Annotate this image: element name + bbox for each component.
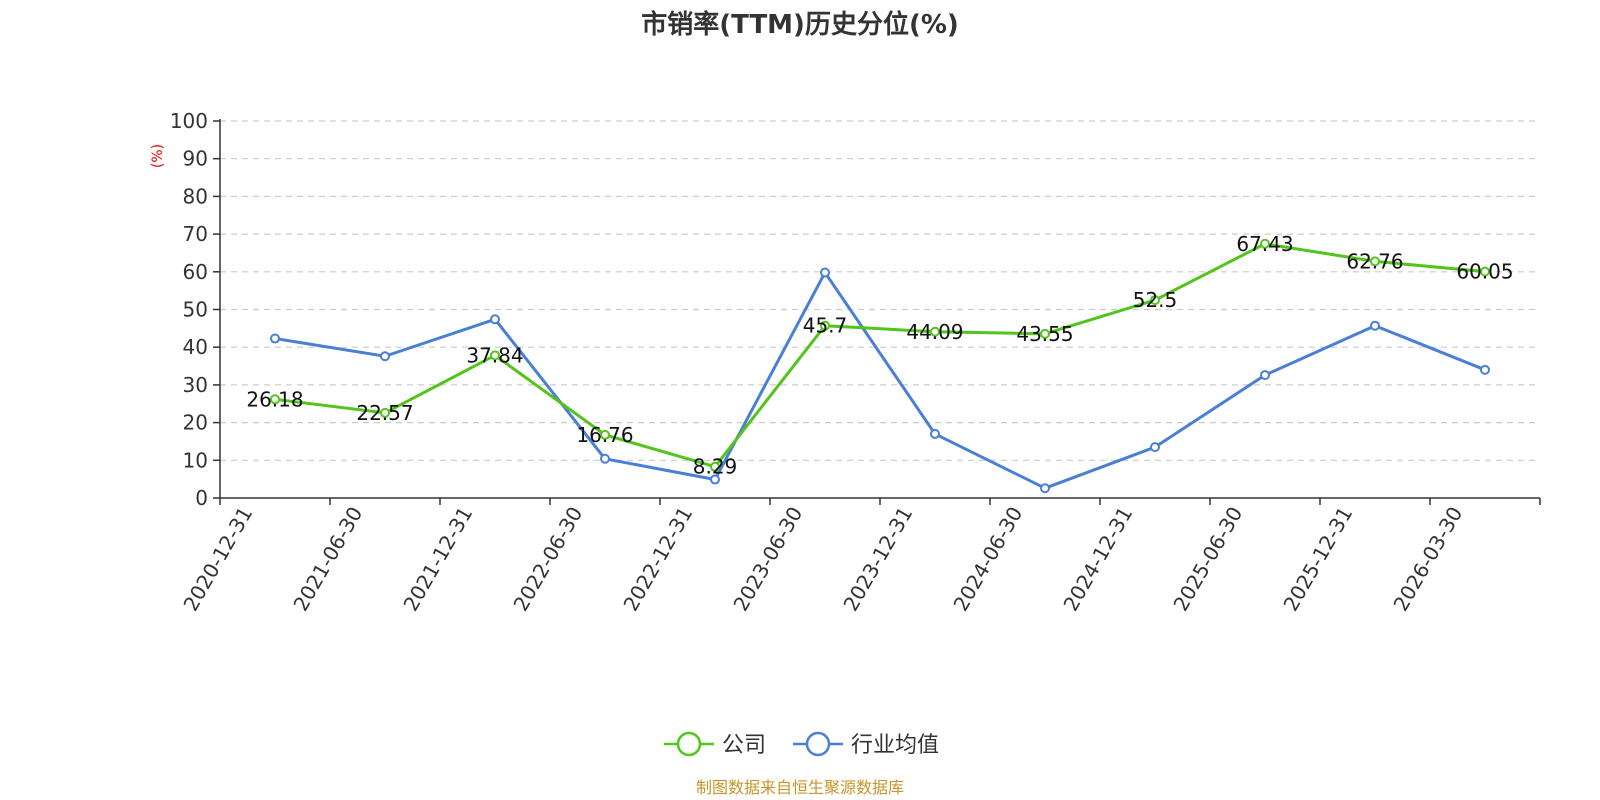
data-point[interactable] bbox=[1040, 328, 1050, 339]
series-line-1 bbox=[274, 271, 1486, 490]
data-point[interactable] bbox=[490, 350, 500, 361]
y-tick-label: 90 bbox=[183, 147, 208, 171]
data-point[interactable] bbox=[1260, 370, 1270, 381]
data-point[interactable] bbox=[1260, 238, 1270, 249]
data-point[interactable] bbox=[1040, 483, 1050, 494]
data-point[interactable] bbox=[600, 453, 610, 464]
x-tick-label: 2023-06-30 bbox=[728, 503, 807, 616]
data-label: 37.84 bbox=[466, 343, 523, 367]
grid-lines bbox=[220, 120, 1540, 461]
x-tick-label: 2022-12-31 bbox=[618, 503, 697, 616]
data-label: 22.57 bbox=[356, 401, 413, 425]
data-point[interactable] bbox=[270, 333, 280, 344]
data-labels: 26.18 22.57 37.84 16.76 8.29 45.7 44.09 43.55 52… bbox=[246, 232, 1513, 479]
y-axis-label: (%) bbox=[150, 144, 166, 168]
y-tick-label: 60 bbox=[183, 260, 208, 284]
y-tick-label: 80 bbox=[183, 184, 208, 208]
data-point[interactable] bbox=[710, 474, 720, 485]
data-point[interactable] bbox=[1480, 364, 1490, 375]
x-tick-label: 2024-12-31 bbox=[1058, 503, 1137, 616]
y-tick-label: 40 bbox=[183, 335, 208, 359]
data-point[interactable] bbox=[820, 267, 830, 278]
x-tick-label: 2023-12-31 bbox=[838, 503, 917, 616]
y-tick-label: 100 bbox=[170, 109, 208, 133]
x-tick-label: 2025-12-31 bbox=[1278, 503, 1357, 616]
legend-marker bbox=[676, 731, 702, 757]
legend[interactable]: 公司 行业均值 bbox=[664, 731, 939, 758]
data-point[interactable] bbox=[1480, 266, 1490, 277]
x-tick-label: 2020-12-31 bbox=[178, 503, 257, 616]
chart-title: 市销率(TTM)历史分位(%) bbox=[641, 9, 959, 40]
x-tick-label: 2022-06-30 bbox=[508, 503, 587, 616]
x-tick-label: 2024-06-30 bbox=[948, 503, 1027, 616]
legend-item-1[interactable]: 行业均值 bbox=[793, 731, 939, 758]
series-lines bbox=[270, 238, 1490, 494]
x-tick-label: 2021-12-31 bbox=[398, 503, 477, 616]
legend-marker bbox=[805, 731, 831, 757]
data-point[interactable] bbox=[820, 320, 830, 331]
data-label: 26.18 bbox=[246, 387, 303, 411]
data-point[interactable] bbox=[490, 314, 500, 325]
axes: 0 10 20 30 40 50 60 70 80 90 100 2020-12-31 2021-06-… bbox=[170, 109, 1541, 616]
y-tick-label: 20 bbox=[183, 411, 208, 435]
series-line-0 bbox=[274, 242, 1486, 469]
data-point[interactable] bbox=[380, 407, 390, 418]
data-label: 44.09 bbox=[906, 320, 963, 344]
x-tick-label: 2025-06-30 bbox=[1168, 503, 1247, 616]
data-point[interactable] bbox=[1150, 442, 1160, 453]
data-label: 60.05 bbox=[1456, 260, 1513, 284]
x-tick-label: 2026-03-30 bbox=[1388, 503, 1467, 616]
data-point[interactable] bbox=[1370, 320, 1380, 331]
data-point[interactable] bbox=[930, 428, 940, 439]
x-tick-label: 2021-06-30 bbox=[288, 503, 367, 616]
data-label: 67.43 bbox=[1236, 232, 1293, 256]
y-tick-label: 70 bbox=[183, 222, 208, 246]
y-tick-label: 50 bbox=[183, 298, 208, 322]
data-point[interactable] bbox=[1150, 295, 1160, 306]
data-point[interactable] bbox=[380, 351, 390, 362]
data-point[interactable] bbox=[600, 429, 610, 440]
legend-label: 公司 bbox=[722, 733, 766, 758]
data-label: 16.76 bbox=[576, 423, 633, 447]
legend-item-0[interactable]: 公司 bbox=[664, 731, 766, 758]
y-tick-label: 30 bbox=[183, 373, 208, 397]
legend-label: 行业均值 bbox=[851, 733, 939, 758]
data-label: 45.7 bbox=[803, 314, 848, 338]
data-source-note: 制图数据来自恒生聚源数据库 bbox=[696, 778, 904, 797]
data-point[interactable] bbox=[710, 461, 720, 472]
y-tick-label: 0 bbox=[195, 486, 208, 510]
data-label: 52.5 bbox=[1133, 288, 1178, 312]
y-tick-label: 10 bbox=[183, 448, 208, 472]
data-point[interactable] bbox=[270, 394, 280, 405]
data-point[interactable] bbox=[1370, 256, 1380, 267]
data-label: 8.29 bbox=[693, 455, 738, 479]
data-label: 62.76 bbox=[1346, 249, 1403, 273]
data-point[interactable] bbox=[930, 326, 940, 337]
data-label: 43.55 bbox=[1016, 322, 1073, 346]
